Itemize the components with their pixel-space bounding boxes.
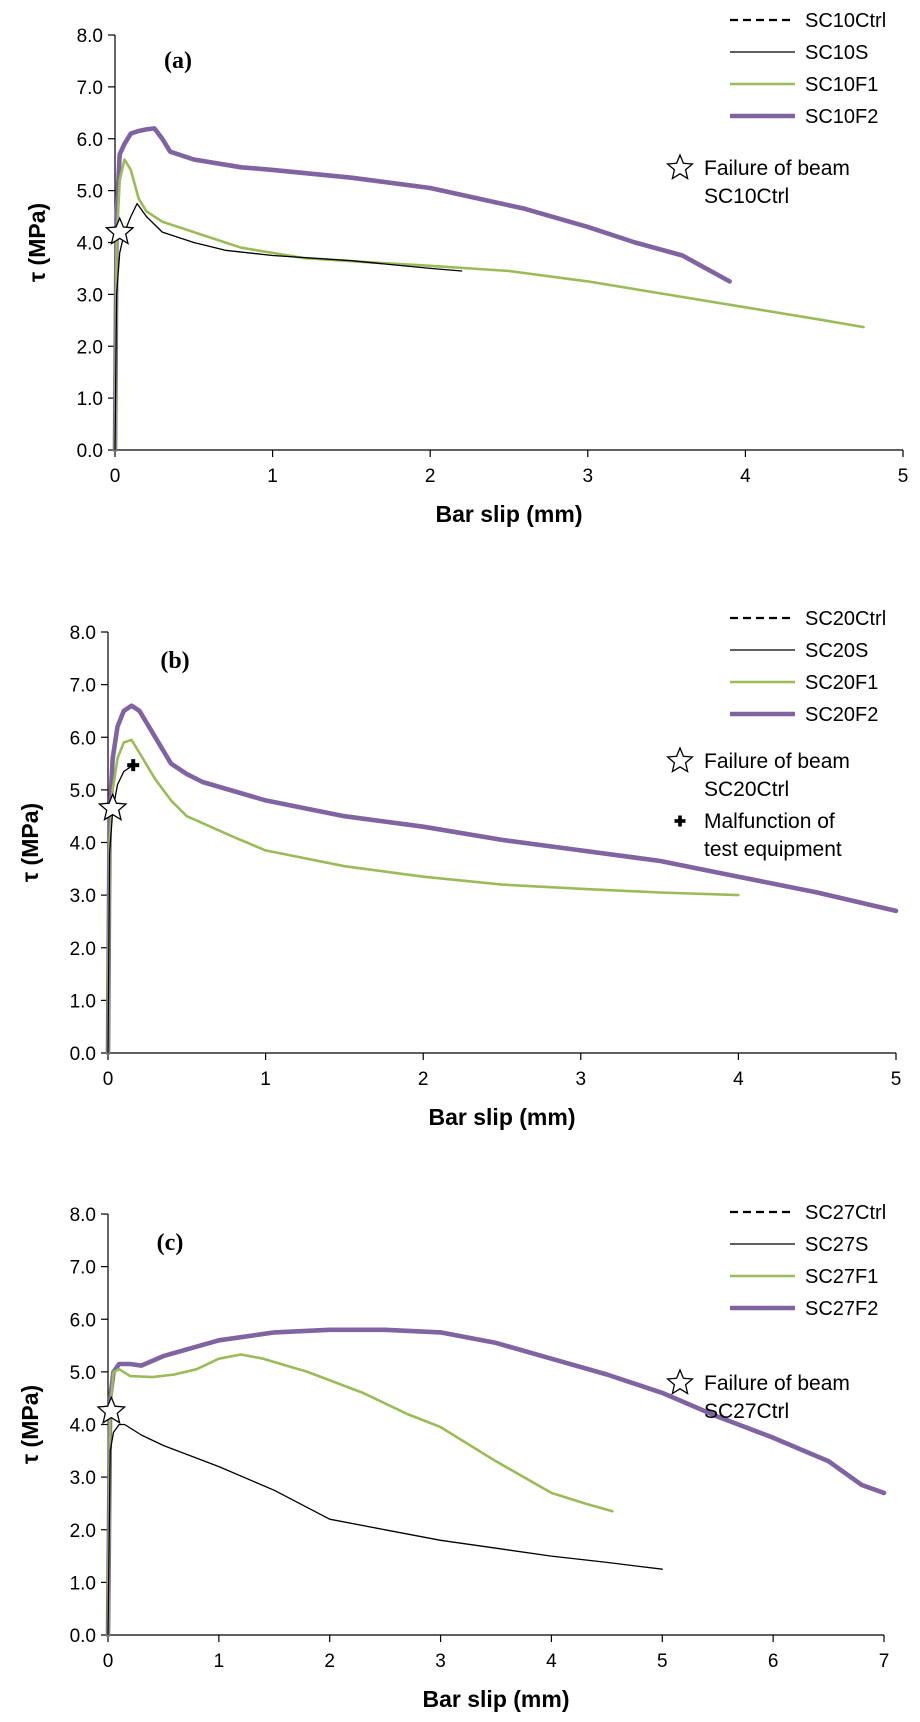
legend-entry-label: SC10S (805, 42, 868, 64)
y-tick-label: 1.0 (70, 1573, 96, 1594)
x-tick-label: 0 (103, 1069, 114, 1090)
legend-entry-label: SC10F2 (805, 106, 878, 128)
x-tick-label: 4 (733, 1069, 744, 1090)
y-tick-label: 0.0 (70, 1044, 96, 1065)
chart-panel-3: 0.0 1.0 2.0 3.0 4.0 5.0 6.0 7.0 8.0 0 1 2 3 4 5 6 7 Bar s… (17, 1202, 889, 1712)
annotation-text: SC10Ctrl (704, 185, 789, 208)
y-tick-label: 7.0 (77, 78, 103, 99)
failure-star-marker (104, 216, 135, 245)
y-tick-label: 4.0 (77, 234, 103, 255)
series-line-sc10f1 (113, 158, 865, 452)
y-tick-label: 3.0 (77, 285, 103, 306)
legend-entry-label: SC27F1 (805, 1266, 878, 1288)
note-star-icon (665, 746, 695, 773)
series-line-sc20f1 (106, 738, 740, 1055)
y-tick-label: 0.0 (77, 441, 103, 462)
failure-star-marker (97, 792, 128, 821)
legend-entry-label: SC20S (805, 640, 868, 662)
x-tick-label: 4 (740, 466, 751, 487)
note-plus-icon (674, 815, 686, 827)
legend-entry-label: SC27Ctrl (805, 1202, 886, 1224)
x-tick-label: 5 (657, 1651, 668, 1672)
x-tick-label: 1 (214, 1651, 225, 1672)
series-line-sc27s (107, 1423, 663, 1636)
y-tick-label: 5.0 (70, 781, 96, 802)
x-tick-label: 3 (435, 1651, 446, 1672)
failure-star-marker (96, 1395, 127, 1425)
y-tick-label: 2.0 (70, 1521, 96, 1542)
annotation-text: SC27Ctrl (704, 1400, 789, 1423)
y-tick-label: 6.0 (77, 130, 103, 151)
x-tick-label: 1 (267, 466, 278, 487)
y-tick-label: 7.0 (70, 676, 96, 697)
y-axis-title: τ (MPa) (24, 203, 50, 282)
x-tick-label: 3 (576, 1069, 587, 1090)
y-tick-label: 8.0 (70, 623, 96, 644)
y-axis-title: τ (MPa) (17, 803, 43, 882)
malfunction-plus-marker-v (131, 759, 136, 772)
series-line-sc20f2 (105, 703, 899, 1056)
y-tick-label: 5.0 (77, 182, 103, 203)
note-plus-icon-v (678, 815, 682, 827)
annotation-text: Malfunction of (704, 810, 835, 833)
legend-entry-label: SC20Ctrl (805, 608, 886, 630)
series-line-sc10f2 (112, 126, 732, 453)
annotation-text: Failure of beam (704, 157, 850, 180)
y-tick-label: 3.0 (70, 1468, 96, 1489)
x-tick-label: 0 (110, 466, 121, 487)
y-tick-label: 4.0 (70, 834, 96, 855)
annotation-text: SC20Ctrl (704, 778, 789, 801)
annotation-text: test equipment (704, 838, 842, 861)
x-tick-label: 4 (546, 1651, 557, 1672)
panel-label: (c) (157, 1230, 184, 1256)
series-line-sc27f2 (105, 1327, 887, 1638)
chart-panel-1: 0.0 1.0 2.0 3.0 4.0 5.0 6.0 7.0 8.0 0 1 2 3 4 5 Bar sli… (24, 10, 908, 527)
y-tick-label: 4.0 (70, 1416, 96, 1437)
x-tick-label: 6 (768, 1651, 779, 1672)
y-tick-label: 1.0 (70, 991, 96, 1012)
y-tick-label: 5.0 (70, 1363, 96, 1384)
note-star-icon (665, 1368, 695, 1395)
y-tick-label: 2.0 (77, 337, 103, 358)
y-tick-label: 2.0 (70, 939, 96, 960)
y-tick-label: 8.0 (77, 26, 103, 47)
note-star-icon (665, 153, 695, 180)
y-tick-label: 0.0 (70, 1626, 96, 1647)
y-tick-label: 3.0 (70, 886, 96, 907)
legend-entry-label: SC27F2 (805, 1298, 878, 1320)
y-tick-label: 8.0 (70, 1205, 96, 1226)
series-line-sc20s (107, 765, 133, 1054)
annotation-text: Failure of beam (704, 1372, 850, 1395)
y-tick-label: 6.0 (70, 728, 96, 749)
panel-label: (a) (164, 48, 192, 74)
x-tick-label: 0 (103, 1651, 114, 1672)
x-tick-label: 2 (324, 1651, 335, 1672)
legend-entry-label: SC10Ctrl (805, 10, 886, 32)
chart-panel-2: 0.0 1.0 2.0 3.0 4.0 5.0 6.0 7.0 8.0 0 1 2 3 4 5 Bar sli… (17, 608, 901, 1130)
x-tick-label: 7 (879, 1651, 890, 1672)
legend-entry-label: SC20F2 (805, 704, 878, 726)
y-tick-label: 6.0 (70, 1310, 96, 1331)
x-tick-label: 5 (891, 1069, 902, 1090)
legend-entry-label: SC10F1 (805, 74, 878, 96)
malfunction-plus-marker (127, 759, 140, 772)
x-tick-label: 2 (425, 466, 436, 487)
x-tick-label: 3 (583, 466, 594, 487)
panel-label: (b) (160, 648, 189, 674)
x-axis-title: Bar slip (mm) (423, 1686, 570, 1712)
y-axis-title: τ (MPa) (17, 1385, 43, 1464)
x-axis-title: Bar slip (mm) (429, 1104, 576, 1130)
y-tick-label: 1.0 (77, 389, 103, 410)
series-line-sc27f1 (106, 1353, 614, 1637)
series-line-sc10s (114, 202, 463, 451)
x-tick-label: 5 (898, 466, 909, 487)
legend-entry-label: SC27S (805, 1234, 868, 1256)
legend-entry-label: SC20F1 (805, 672, 878, 694)
y-tick-label: 7.0 (70, 1258, 96, 1279)
x-tick-label: 2 (418, 1069, 429, 1090)
annotation-text: Failure of beam (704, 750, 850, 773)
x-axis-title: Bar slip (mm) (436, 501, 583, 527)
x-tick-label: 1 (260, 1069, 271, 1090)
